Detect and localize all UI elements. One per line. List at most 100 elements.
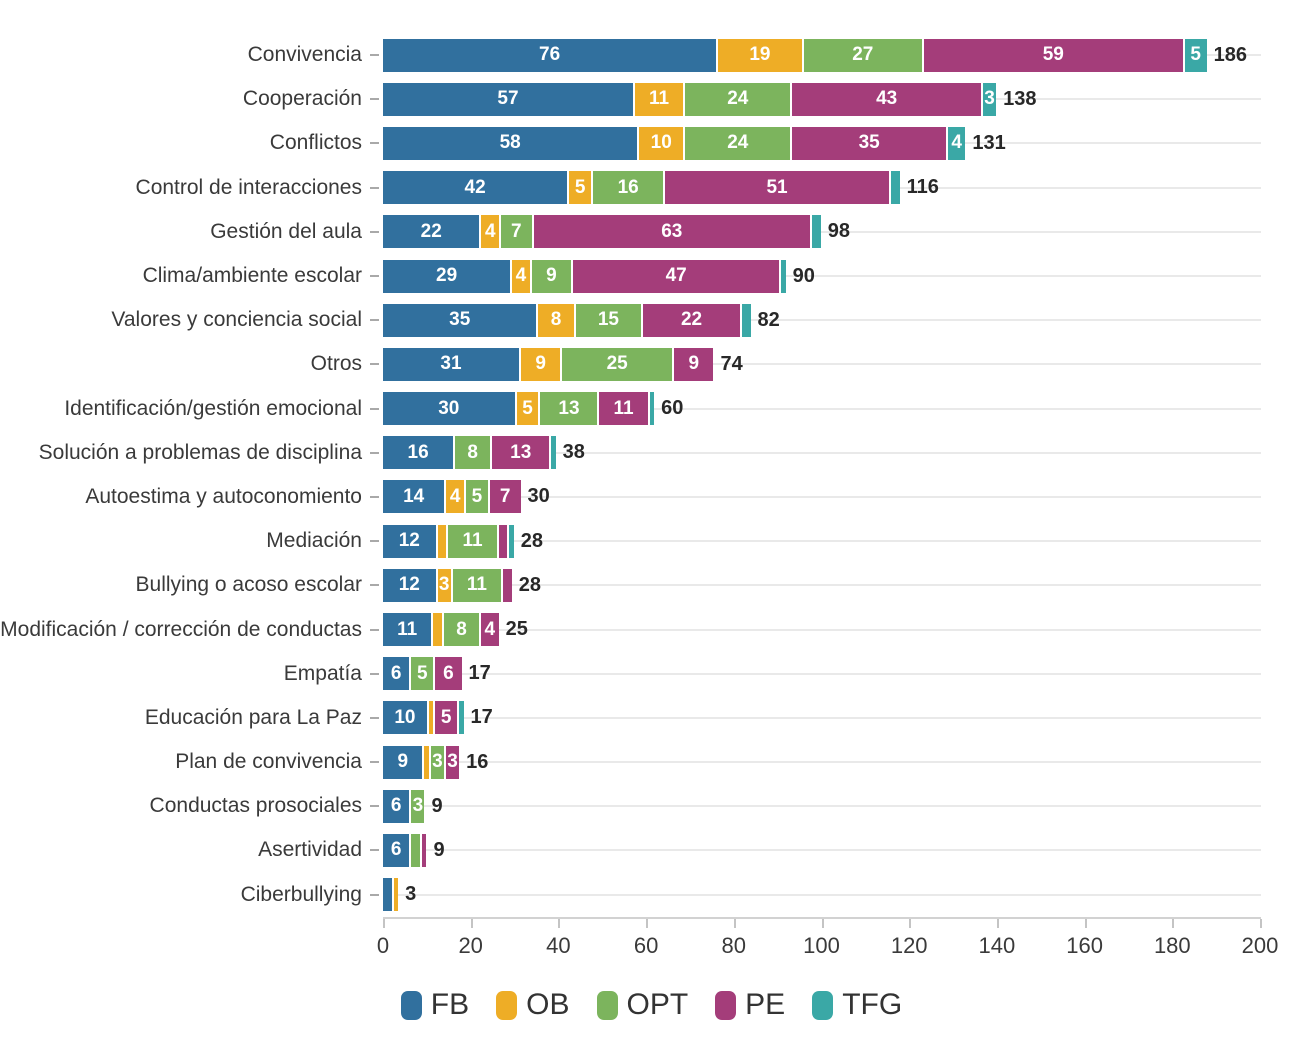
segment-value-label: 51 <box>766 176 788 198</box>
row-gridline <box>383 230 1261 233</box>
legend-item-fb: FB <box>400 988 469 1022</box>
bar-segment-pe: 6 <box>435 657 462 691</box>
segment-value-label: 6 <box>390 839 402 861</box>
x-axis-tick-label: 20 <box>458 932 483 958</box>
segment-value-label: 6 <box>443 662 454 684</box>
segment-value-label: 5 <box>416 662 428 684</box>
stacked-bar: 35 8 15 22 <box>383 303 751 337</box>
bar-row: Conflictos 58 10 24 35 4 131 <box>0 121 1303 165</box>
category-tick-mark <box>370 230 379 233</box>
x-axis-tick <box>1084 918 1087 928</box>
bar-segment-pe: 9 <box>674 347 714 381</box>
segment-value-label: 19 <box>749 44 771 66</box>
x-axis-tick <box>1172 918 1175 928</box>
category-label: Autoestima y autoconomiento <box>85 484 362 508</box>
bar-total-label: 131 <box>972 131 1006 154</box>
segment-value-label: 4 <box>449 485 461 507</box>
bar-segment-ob: 19 <box>718 38 804 72</box>
segment-value-label: 76 <box>539 44 561 66</box>
legend-swatch-ob <box>496 990 518 1020</box>
category-label: Solución a problemas de disciplina <box>38 440 362 464</box>
bar-segment-fb: 14 <box>383 480 447 514</box>
bar-segment-ob: 4 <box>446 480 466 514</box>
segment-value-label: 42 <box>464 176 486 198</box>
category-tick-mark <box>370 672 379 675</box>
segment-value-label: 10 <box>394 706 416 728</box>
bar-total-label: 30 <box>527 485 550 508</box>
category-label: Clima/ambiente escolar <box>142 264 362 287</box>
segment-value-label: 13 <box>558 397 580 419</box>
bar-total-label: 82 <box>757 308 780 331</box>
stacked-bar: 22 4 7 63 <box>383 215 821 249</box>
bar-row: Otros 31 9 25 9 74 <box>0 342 1303 386</box>
category-tick-mark <box>370 363 379 366</box>
category-tick-mark <box>370 540 379 543</box>
row-gridline <box>383 893 1261 896</box>
bar-segment-opt: 5 <box>411 657 436 691</box>
segment-value-label: 9 <box>688 353 700 375</box>
segment-value-label: 12 <box>398 530 420 552</box>
stacked-bar: 12 11 <box>383 524 514 558</box>
x-axis-tick-label: 0 <box>376 932 390 958</box>
category-label: Empatía <box>283 661 362 685</box>
segment-value-label: 35 <box>858 132 880 154</box>
bar-segment-ob: 11 <box>634 82 686 116</box>
bar-total-label: 9 <box>431 794 443 817</box>
bar-segment-fb: 6 <box>383 789 412 823</box>
bar-segment-fb: 16 <box>383 436 456 470</box>
category-tick-mark <box>370 495 379 498</box>
bar-segment-tfg: 5 <box>1184 38 1207 72</box>
bar-segment-opt: 24 <box>685 126 793 160</box>
segment-value-label: 22 <box>680 309 703 331</box>
bar-segment-pe: 3 <box>445 745 460 779</box>
category-label: Asertividad <box>258 838 362 862</box>
bar-segment-opt: 13 <box>540 392 600 426</box>
segment-value-label: 12 <box>398 574 420 596</box>
segment-value-label: 8 <box>467 441 478 463</box>
category-label: Otros <box>310 352 362 376</box>
x-axis-tick-label: 100 <box>803 932 840 958</box>
bar-segment-tfg <box>509 524 514 558</box>
segment-value-label: 8 <box>456 618 467 640</box>
category-tick-mark <box>370 761 379 764</box>
bar-segment-ob: 9 <box>520 347 563 381</box>
segment-value-label: 14 <box>403 485 425 507</box>
segment-value-label: 30 <box>438 397 460 419</box>
category-label: Conflictos <box>269 131 362 155</box>
legend-item-opt: OPT <box>596 988 689 1022</box>
legend-label: OPT <box>626 988 689 1021</box>
segment-value-label: 4 <box>515 265 527 287</box>
segment-value-label: 15 <box>597 309 619 331</box>
row-gridline <box>383 363 1261 366</box>
bar-total-label: 17 <box>470 706 493 729</box>
x-axis-tick <box>558 918 561 928</box>
legend-item-ob: OB <box>496 988 570 1022</box>
bar-total-label: 60 <box>661 397 684 420</box>
bar-segment-opt: 25 <box>562 347 674 381</box>
bar-total-label: 17 <box>468 662 491 685</box>
bar-segment-ob <box>424 745 431 779</box>
bar-segment-pe: 4 <box>481 613 499 647</box>
bar-row: Convivencia 76 19 27 59 5 186 <box>0 33 1303 77</box>
bar-segment-fb: 58 <box>383 126 640 160</box>
segment-value-label: 11 <box>649 88 670 110</box>
bar-total-label: 28 <box>518 573 541 596</box>
bar-segment-opt: 3 <box>411 789 425 823</box>
legend-label: PE <box>745 988 786 1021</box>
legend-swatch-pe <box>715 990 737 1020</box>
segment-value-label: 5 <box>440 706 452 728</box>
stacked-bar: 31 9 25 9 <box>383 347 714 381</box>
bar-segment-ob: 3 <box>437 568 453 602</box>
x-axis-tick <box>1260 918 1262 928</box>
category-label: Educación para La Paz <box>144 705 362 729</box>
category-tick-mark <box>370 628 379 631</box>
row-gridline <box>383 540 1261 543</box>
bar-total-label: 16 <box>466 750 489 773</box>
bar-segment-ob: 4 <box>481 215 501 249</box>
stacked-bar: 16 8 13 <box>383 436 556 470</box>
bar-total-label: 90 <box>792 264 815 287</box>
stacked-bar <box>383 878 399 912</box>
category-tick-mark <box>370 451 379 454</box>
category-tick-mark <box>370 716 379 719</box>
category-tick-mark <box>370 407 379 410</box>
